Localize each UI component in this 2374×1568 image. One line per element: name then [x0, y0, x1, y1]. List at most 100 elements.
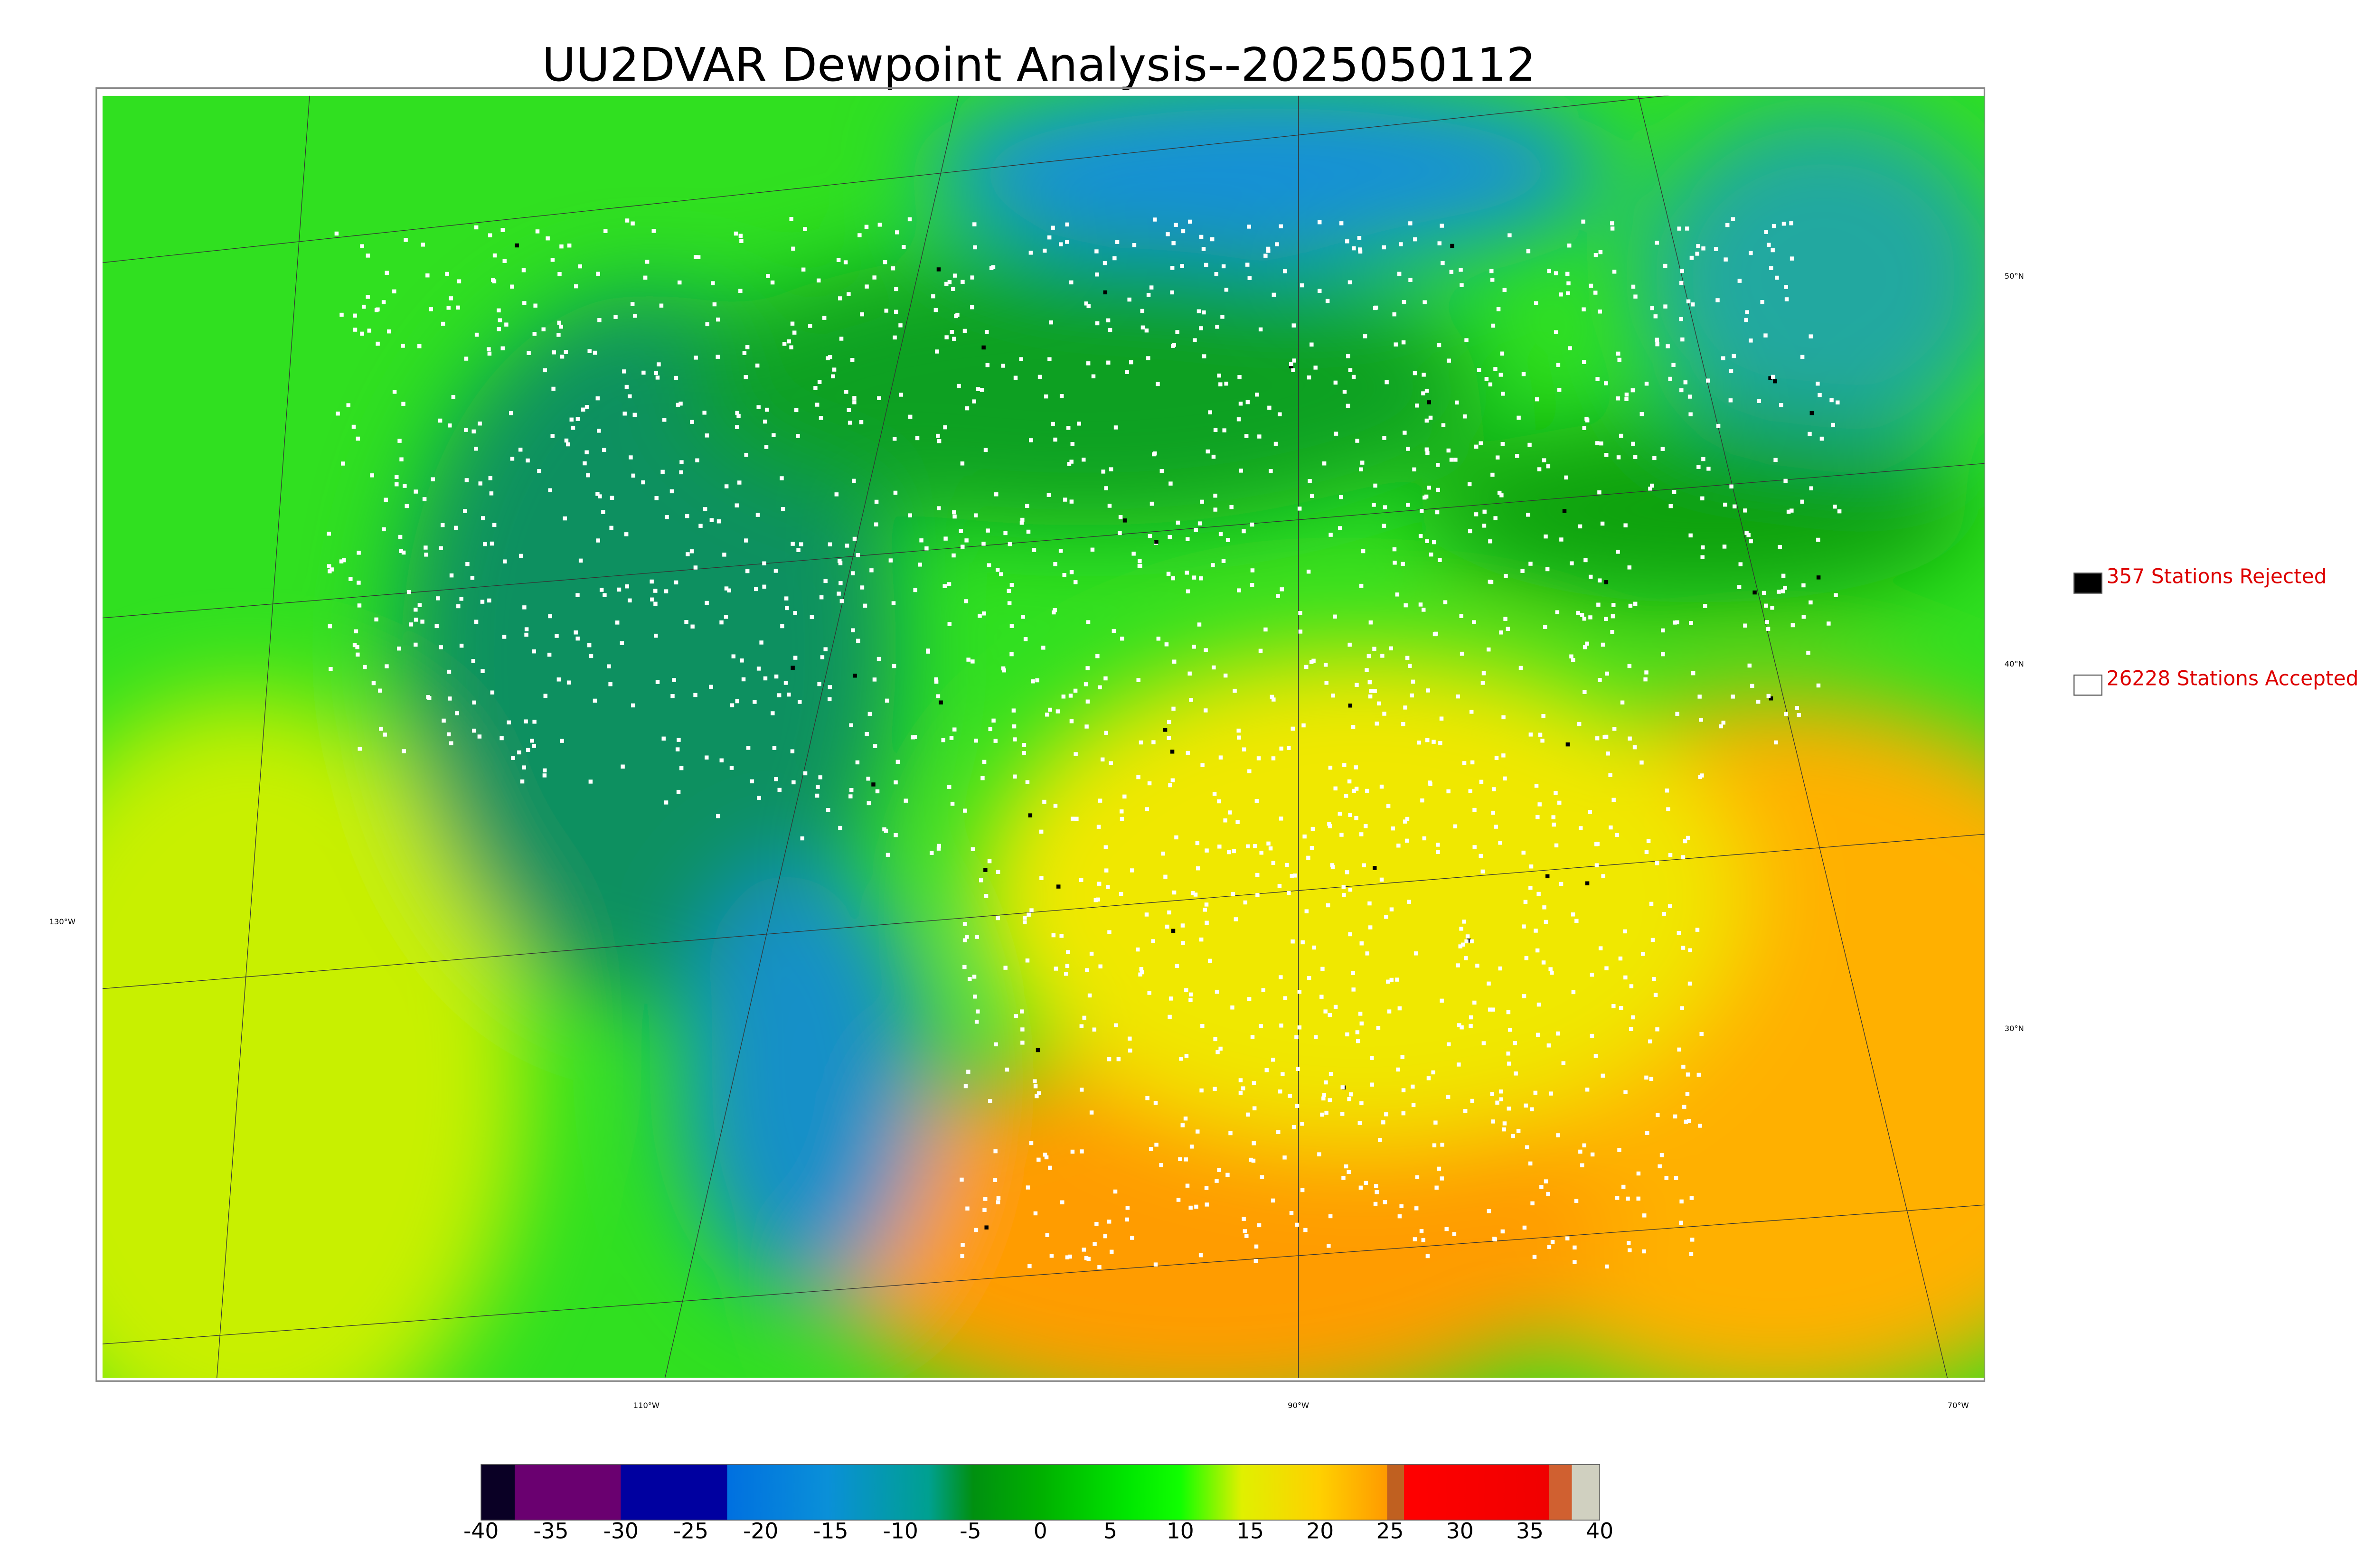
- station-accepted: [1457, 1023, 1461, 1027]
- station-accepted: [564, 438, 569, 443]
- station-accepted: [650, 579, 654, 584]
- station-accepted: [1273, 441, 1278, 446]
- station-accepted: [1298, 610, 1302, 615]
- station-accepted: [1616, 550, 1620, 554]
- station-accepted: [1569, 654, 1573, 658]
- station-accepted: [1595, 377, 1600, 381]
- station-accepted: [339, 559, 344, 563]
- station-accepted: [1113, 425, 1118, 430]
- station-accepted: [1479, 441, 1483, 445]
- station-accepted: [543, 694, 548, 698]
- station-accepted: [1384, 915, 1388, 919]
- station-accepted: [1122, 794, 1127, 799]
- station-accepted: [1685, 226, 1689, 231]
- colorbar-tick-label: -35: [533, 1519, 568, 1544]
- station-accepted: [852, 479, 856, 483]
- station-accepted: [1501, 715, 1506, 720]
- station-accepted: [1046, 493, 1051, 497]
- station-accepted: [481, 516, 485, 520]
- station-accepted: [1435, 463, 1440, 467]
- station-accepted: [1749, 539, 1753, 544]
- station-accepted: [1020, 1027, 1025, 1032]
- station-accepted: [581, 407, 585, 412]
- station-accepted: [1213, 428, 1218, 432]
- station-accepted: [665, 515, 669, 519]
- station-accepted: [1437, 1166, 1441, 1171]
- station-accepted: [502, 559, 507, 563]
- station-accepted: [1383, 505, 1387, 509]
- station-accepted: [376, 307, 380, 312]
- station-accepted: [1244, 1234, 1249, 1238]
- station-accepted: [818, 775, 822, 779]
- station-accepted: [1597, 490, 1602, 495]
- station-accepted: [631, 473, 635, 478]
- station-accepted: [1673, 620, 1677, 625]
- station-accepted: [420, 620, 424, 624]
- station-accepted: [1317, 220, 1322, 225]
- station-accepted: [429, 307, 433, 311]
- station-accepted: [1502, 1127, 1506, 1132]
- station-accepted: [1624, 397, 1629, 401]
- station-accepted: [1063, 498, 1067, 502]
- station-accepted: [1147, 991, 1151, 995]
- station-accepted: [1051, 933, 1056, 938]
- station-accepted: [987, 859, 992, 864]
- station-accepted: [1250, 522, 1254, 527]
- station-accepted: [963, 808, 967, 813]
- station-accepted: [737, 480, 742, 485]
- station-accepted: [1268, 846, 1273, 851]
- station-accepted: [1096, 825, 1101, 829]
- station-accepted: [1359, 832, 1364, 836]
- station-accepted: [1323, 663, 1328, 667]
- station-accepted: [1225, 1173, 1230, 1177]
- station-accepted: [1279, 817, 1283, 821]
- station-accepted: [1271, 756, 1276, 761]
- station-accepted: [550, 434, 555, 438]
- station-accepted: [1098, 798, 1102, 803]
- station-accepted: [1482, 509, 1487, 514]
- station-accepted: [899, 393, 904, 397]
- station-accepted: [1333, 786, 1338, 791]
- station-accepted: [1725, 223, 1730, 227]
- station-accepted: [662, 418, 667, 422]
- station-accepted: [1187, 671, 1192, 676]
- station-accepted: [1228, 1131, 1233, 1136]
- station-accepted: [1583, 645, 1587, 649]
- station-accepted: [1125, 1217, 1129, 1222]
- station-accepted: [1526, 513, 1530, 517]
- station-accepted: [502, 635, 507, 639]
- station-accepted: [1021, 615, 1026, 619]
- stations: [327, 216, 1842, 1269]
- station-rejected: [515, 243, 519, 248]
- station-accepted: [1530, 1107, 1534, 1111]
- station-accepted: [1095, 321, 1100, 326]
- station-accepted: [1598, 678, 1602, 682]
- station-accepted: [746, 746, 751, 750]
- station-accepted: [994, 492, 999, 497]
- station-accepted: [716, 814, 720, 818]
- station-accepted: [1359, 941, 1364, 946]
- station-accepted: [872, 275, 876, 280]
- station-accepted: [1357, 1121, 1362, 1125]
- station-accepted: [1347, 280, 1352, 284]
- station-accepted: [1196, 309, 1201, 313]
- station-accepted: [1440, 1143, 1444, 1147]
- station-accepted: [875, 789, 880, 794]
- station-accepted: [1168, 481, 1173, 486]
- station-accepted: [1673, 1114, 1677, 1119]
- station-rejected: [1816, 575, 1821, 580]
- station-accepted: [1778, 545, 1782, 549]
- station-accepted: [970, 659, 975, 664]
- station-accepted: [502, 259, 507, 263]
- station-accepted: [1617, 357, 1621, 362]
- station-accepted: [1048, 707, 1052, 712]
- station-accepted: [1086, 361, 1091, 366]
- station-accepted: [936, 846, 941, 851]
- station-accepted: [1217, 799, 1221, 804]
- station-accepted: [1624, 392, 1629, 397]
- station-accepted: [1496, 307, 1501, 311]
- station-accepted: [1368, 620, 1373, 625]
- station-accepted: [1233, 688, 1237, 693]
- station-accepted: [586, 473, 590, 478]
- station-accepted: [507, 720, 511, 725]
